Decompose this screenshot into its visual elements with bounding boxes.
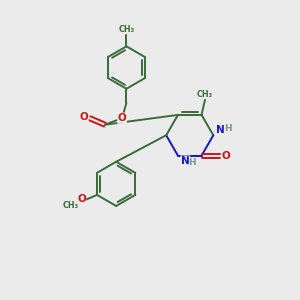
Text: N: N xyxy=(216,125,225,135)
Text: O: O xyxy=(118,113,126,123)
Text: CH₃: CH₃ xyxy=(197,90,213,99)
Text: H: H xyxy=(188,158,196,167)
Text: N: N xyxy=(181,156,190,166)
Text: CH₃: CH₃ xyxy=(118,25,134,34)
Text: O: O xyxy=(77,194,86,204)
Text: CH₃: CH₃ xyxy=(62,201,78,210)
Text: O: O xyxy=(80,112,88,122)
Text: O: O xyxy=(222,151,231,161)
Text: H: H xyxy=(224,124,231,133)
